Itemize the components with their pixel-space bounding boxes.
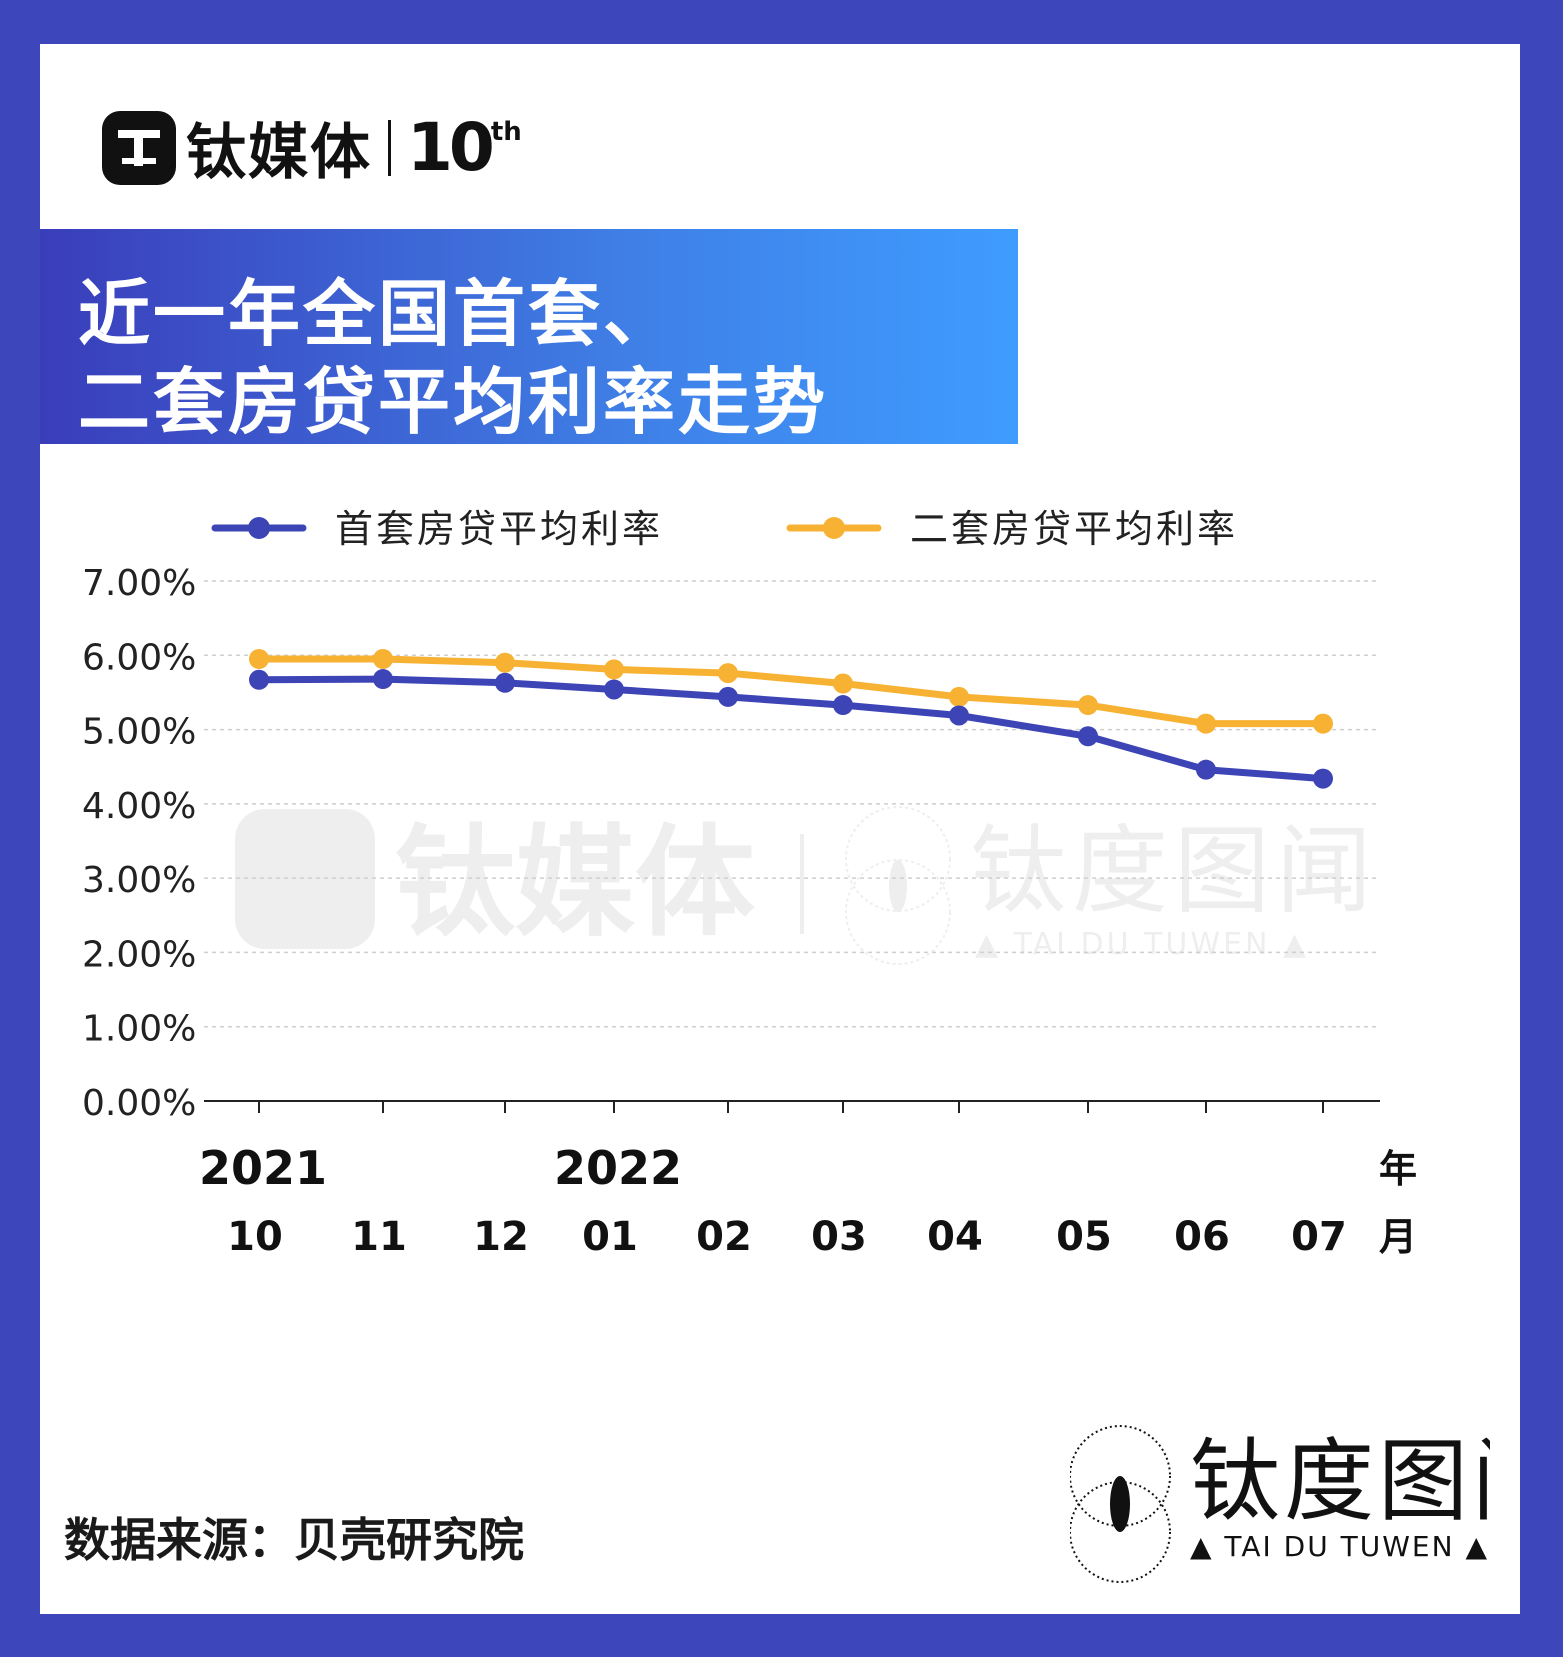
line-chart: 钛媒体 钛度图闻 ▲ TAI DU TUWEN ▲ 首套房贷平均利率 二套房贷平均… bbox=[82, 507, 1417, 1260]
y-tick-label: 7.00% bbox=[82, 563, 196, 604]
series-point bbox=[833, 695, 853, 716]
brand-divider bbox=[388, 119, 391, 176]
series-point bbox=[718, 686, 738, 707]
x-tick-label: 04 bbox=[927, 1214, 983, 1260]
y-tick-label: 1.00% bbox=[82, 1009, 196, 1050]
watermark-ring-bottom-icon bbox=[845, 859, 951, 965]
brand-logo: 钛媒体 10th bbox=[102, 104, 522, 191]
series-group bbox=[249, 649, 1333, 734]
x-axis: 10 11 12 01 02 03 04 05 06 07 2021 2022 年月 bbox=[199, 1100, 1417, 1260]
title-banner: 近一年全国首套、 二套房贷平均利率走势 bbox=[40, 229, 1018, 444]
series-point bbox=[1313, 768, 1333, 789]
x-tick-label: 07 bbox=[1291, 1214, 1347, 1260]
watermark-eye-icon bbox=[889, 860, 907, 912]
x-tick-label: 03 bbox=[811, 1214, 867, 1260]
x-tick-label: 06 bbox=[1174, 1214, 1230, 1260]
brand-anniversary-suffix: th bbox=[490, 117, 522, 147]
series-point bbox=[949, 686, 969, 707]
legend-swatch-dot bbox=[823, 517, 845, 539]
y-tick-label: 5.00% bbox=[82, 712, 196, 753]
legend: 首套房贷平均利率 二套房贷平均利率 bbox=[211, 507, 1238, 551]
series-point bbox=[604, 659, 624, 680]
series-point bbox=[373, 649, 393, 669]
series-point bbox=[949, 705, 969, 726]
series-point bbox=[373, 669, 393, 690]
series-point bbox=[249, 649, 269, 669]
grid bbox=[204, 580, 1380, 1028]
watermark-mark-icon bbox=[235, 809, 375, 949]
y-tick-label: 0.00% bbox=[82, 1083, 196, 1124]
series-point bbox=[495, 672, 515, 693]
watermark-brand-name: 钛媒体 bbox=[395, 814, 755, 953]
footer-ring-top-icon bbox=[1070, 1425, 1171, 1527]
year-unit-label: 年 bbox=[1379, 1147, 1417, 1191]
x-tick-label: 01 bbox=[582, 1214, 638, 1260]
series-point bbox=[718, 663, 738, 684]
brand-mark-glyph bbox=[118, 129, 160, 166]
year-label: 2021 bbox=[199, 1141, 327, 1195]
x-tick-label: 11 bbox=[351, 1214, 407, 1260]
y-axis: 0.00% 1.00% 2.00% 3.00% 4.00% 5.00% 6.00% 7.00% bbox=[82, 563, 196, 1124]
month-unit-label: 月 bbox=[1379, 1215, 1417, 1259]
source-note: 数据来源：贝壳研究院 bbox=[64, 1513, 524, 1567]
x-tick-label: 12 bbox=[473, 1214, 529, 1260]
series-point bbox=[249, 669, 269, 690]
watermark-en: ▲ TAI DU TUWEN ▲ bbox=[975, 927, 1309, 962]
series-point bbox=[833, 673, 853, 694]
x-tick-label: 05 bbox=[1056, 1214, 1112, 1260]
watermark-ring-top-icon bbox=[845, 806, 951, 912]
x-tick-label: 02 bbox=[696, 1214, 752, 1260]
y-tick-label: 6.00% bbox=[82, 637, 196, 678]
footer-logo-cn: 钛度图闻 bbox=[1190, 1429, 1490, 1534]
chart-title-line-1: 近一年全国首套、 bbox=[78, 272, 679, 356]
footer-eye-icon bbox=[1110, 1476, 1130, 1532]
series-point bbox=[1196, 713, 1216, 734]
series-point bbox=[1078, 726, 1098, 747]
y-tick-label: 2.00% bbox=[82, 934, 196, 975]
year-label: 2022 bbox=[554, 1141, 682, 1195]
y-tick-label: 3.00% bbox=[82, 860, 196, 901]
watermark: 钛媒体 钛度图闻 ▲ TAI DU TUWEN ▲ bbox=[235, 806, 1378, 965]
y-tick-label: 4.00% bbox=[82, 786, 196, 827]
brand-anniversary-number: 10 bbox=[407, 109, 495, 186]
series-point bbox=[495, 652, 515, 673]
legend-swatch-dot bbox=[248, 517, 270, 539]
brand-mark-icon bbox=[102, 110, 176, 185]
chart-title-line-2: 二套房贷平均利率走势 bbox=[78, 360, 829, 444]
series-point bbox=[1313, 713, 1333, 734]
footer-logo: 钛度图闻 ▲ TAI DU TUWEN ▲ bbox=[1070, 1425, 1490, 1583]
watermark-cn: 钛度图闻 bbox=[970, 815, 1378, 927]
series-point bbox=[604, 679, 624, 700]
chart-card: 钛媒体 10th 近一年全国首套、 二套房贷平均利率走势 钛媒体 钛度图闻 ▲ … bbox=[40, 44, 1520, 1614]
legend-label: 首套房贷平均利率 bbox=[335, 507, 663, 551]
legend-label: 二套房贷平均利率 bbox=[910, 507, 1238, 551]
brand-name: 钛媒体 bbox=[186, 118, 372, 188]
x-tick-label: 10 bbox=[227, 1214, 283, 1260]
series-line bbox=[255, 675, 1327, 783]
series-point bbox=[1196, 759, 1216, 780]
brand-anniversary: 10th bbox=[407, 109, 522, 186]
series-point bbox=[1078, 695, 1098, 716]
series-group bbox=[249, 669, 1333, 789]
watermark-divider bbox=[800, 834, 804, 934]
series-line bbox=[255, 655, 1327, 728]
series-layer bbox=[249, 649, 1333, 789]
footer-logo-en: ▲ TAI DU TUWEN ▲ bbox=[1190, 1530, 1489, 1563]
